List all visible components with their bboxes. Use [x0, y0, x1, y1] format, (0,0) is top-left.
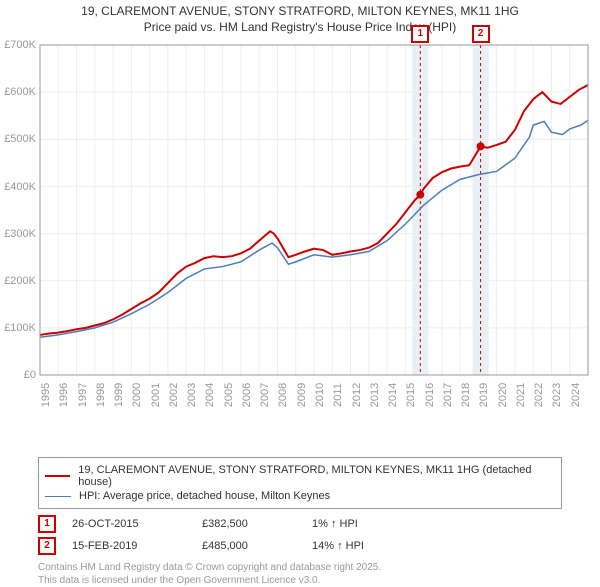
x-tick-label: 2009	[296, 383, 308, 407]
x-tick-label: 2007	[259, 383, 271, 407]
x-tick-label: 2016	[424, 383, 436, 407]
x-tick-label: 2023	[551, 383, 563, 407]
x-tick-label: 2008	[277, 383, 289, 407]
x-tick-label: 1995	[40, 383, 52, 407]
sale-row: 1 26-OCT-2015 £382,500 1% ↑ HPI	[38, 515, 562, 533]
footnote-line2: This data is licensed under the Open Gov…	[38, 574, 562, 587]
x-tick-label: 2011	[332, 383, 344, 407]
legend-item: HPI: Average price, detached house, Milt…	[45, 490, 555, 502]
legend-text: HPI: Average price, detached house, Milt…	[79, 490, 330, 502]
sale-price: £485,000	[202, 540, 312, 552]
x-tick-label: 2006	[241, 383, 253, 407]
x-tick-label: 2021	[515, 383, 527, 407]
x-tick-label: 1997	[77, 383, 89, 407]
legend-item: 19, CLAREMONT AVENUE, STONY STRATFORD, M…	[45, 464, 555, 488]
x-tick-label: 1999	[113, 383, 125, 407]
chart-svg	[0, 35, 600, 415]
title-line1: 19, CLAREMONT AVENUE, STONY STRATFORD, M…	[0, 4, 600, 20]
chart-title: 19, CLAREMONT AVENUE, STONY STRATFORD, M…	[0, 0, 600, 35]
x-tick-label: 2017	[442, 383, 454, 407]
title-line2: Price paid vs. HM Land Registry's House …	[0, 20, 600, 36]
sale-marker-box: 1	[38, 515, 56, 533]
legend-swatch	[45, 475, 70, 477]
sale-price: £382,500	[202, 518, 312, 530]
x-tick-label: 2022	[533, 383, 545, 407]
sale-date: 26-OCT-2015	[72, 518, 202, 530]
x-tick-label: 2018	[460, 383, 472, 407]
legend-text: 19, CLAREMONT AVENUE, STONY STRATFORD, M…	[78, 464, 555, 488]
x-tick-label: 2000	[131, 383, 143, 407]
x-tick-label: 2014	[387, 383, 399, 407]
sale-marker-flag: 1	[411, 25, 429, 43]
x-tick-label: 2015	[405, 383, 417, 407]
x-tick-label: 2013	[369, 383, 381, 407]
x-tick-label: 2001	[150, 383, 162, 407]
chart-area: £0£100K£200K£300K£400K£500K£600K£700K 19…	[0, 35, 600, 415]
x-tick-label: 2012	[351, 383, 363, 407]
x-tick-label: 2020	[497, 383, 509, 407]
sales-table: 1 26-OCT-2015 £382,500 1% ↑ HPI 2 15-FEB…	[38, 515, 562, 555]
sale-hpi: 14% ↑ HPI	[312, 540, 422, 552]
sale-marker-flag: 2	[472, 25, 490, 43]
x-axis-labels: 1995 1996 1997 1998 1999 2000 2001 2002 2003 2004…	[0, 381, 600, 421]
x-tick-label: 1998	[95, 383, 107, 407]
x-tick-label: 2003	[186, 383, 198, 407]
footnote: Contains HM Land Registry data © Crown c…	[38, 561, 562, 587]
x-tick-label: 2024	[570, 383, 582, 407]
legend-swatch	[45, 496, 71, 497]
sale-date: 15-FEB-2019	[72, 540, 202, 552]
sale-row: 2 15-FEB-2019 £485,000 14% ↑ HPI	[38, 537, 562, 555]
x-tick-label: 2004	[204, 383, 216, 407]
x-tick-label: 1996	[58, 383, 70, 407]
x-tick-label: 2005	[223, 383, 235, 407]
sale-marker-box: 2	[38, 537, 56, 555]
x-tick-label: 2010	[314, 383, 326, 407]
x-tick-label: 2019	[478, 383, 490, 407]
sale-hpi: 1% ↑ HPI	[312, 518, 422, 530]
x-tick-label: 2002	[168, 383, 180, 407]
legend: 19, CLAREMONT AVENUE, STONY STRATFORD, M…	[38, 457, 562, 509]
footnote-line1: Contains HM Land Registry data © Crown c…	[38, 561, 562, 574]
